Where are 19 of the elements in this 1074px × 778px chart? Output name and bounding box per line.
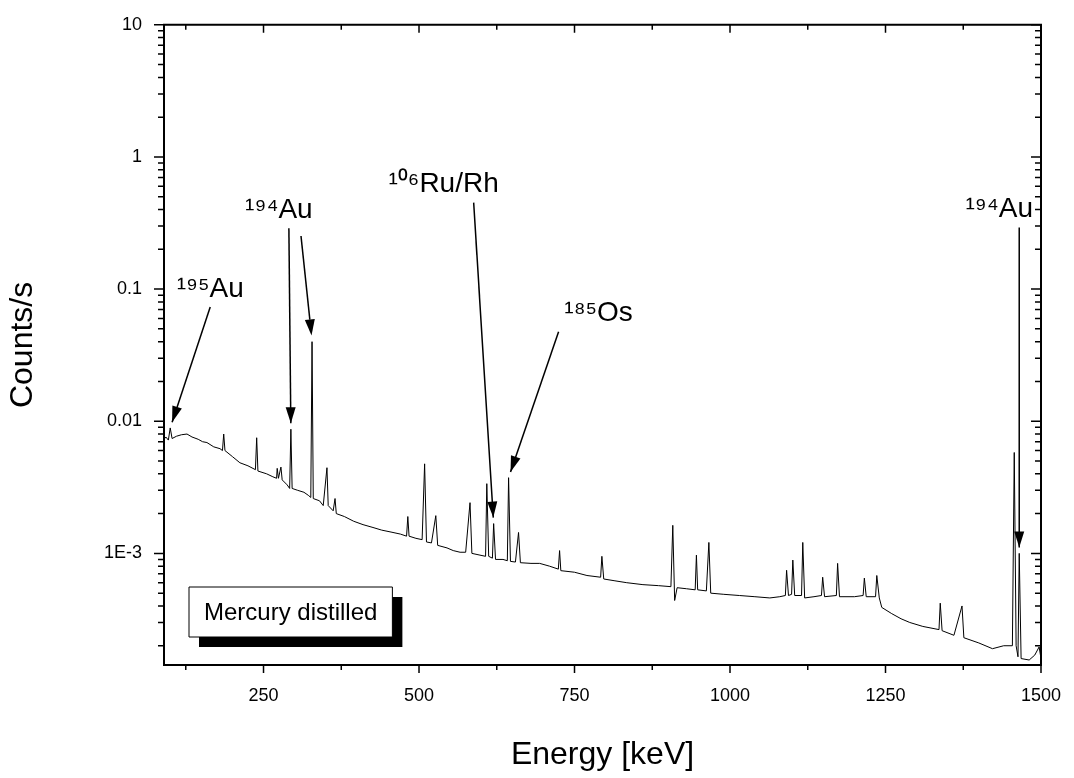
- x-tick-label: 250: [248, 684, 279, 705]
- x-axis-title: Energy [keV]: [510, 734, 695, 771]
- x-tick-label: 1500: [1020, 684, 1062, 705]
- annotation: ¹⁰⁶Ru/Rh: [388, 167, 499, 199]
- y-tick-label: 1: [131, 145, 142, 166]
- annotation: ¹⁹⁵Au: [176, 271, 244, 303]
- x-tick-label: 750: [559, 684, 590, 705]
- annotation: ¹⁹⁴Au: [965, 192, 1034, 224]
- x-tick-label: 1000: [709, 684, 751, 705]
- y-tick-label: 0.01: [106, 410, 142, 431]
- y-axis-title: Counts/s: [3, 281, 40, 409]
- annotation: ¹⁸⁵Os: [564, 296, 633, 328]
- x-tick-label: 500: [403, 684, 435, 705]
- y-tick-label: 1E-3: [103, 542, 142, 563]
- x-tick-label: 1250: [865, 684, 906, 705]
- annotation: ¹⁹⁴Au: [245, 192, 313, 224]
- y-tick-label: 0.1: [116, 278, 142, 299]
- y-tick-label: 10: [121, 13, 142, 34]
- annotation: Mercury distilled: [204, 597, 378, 625]
